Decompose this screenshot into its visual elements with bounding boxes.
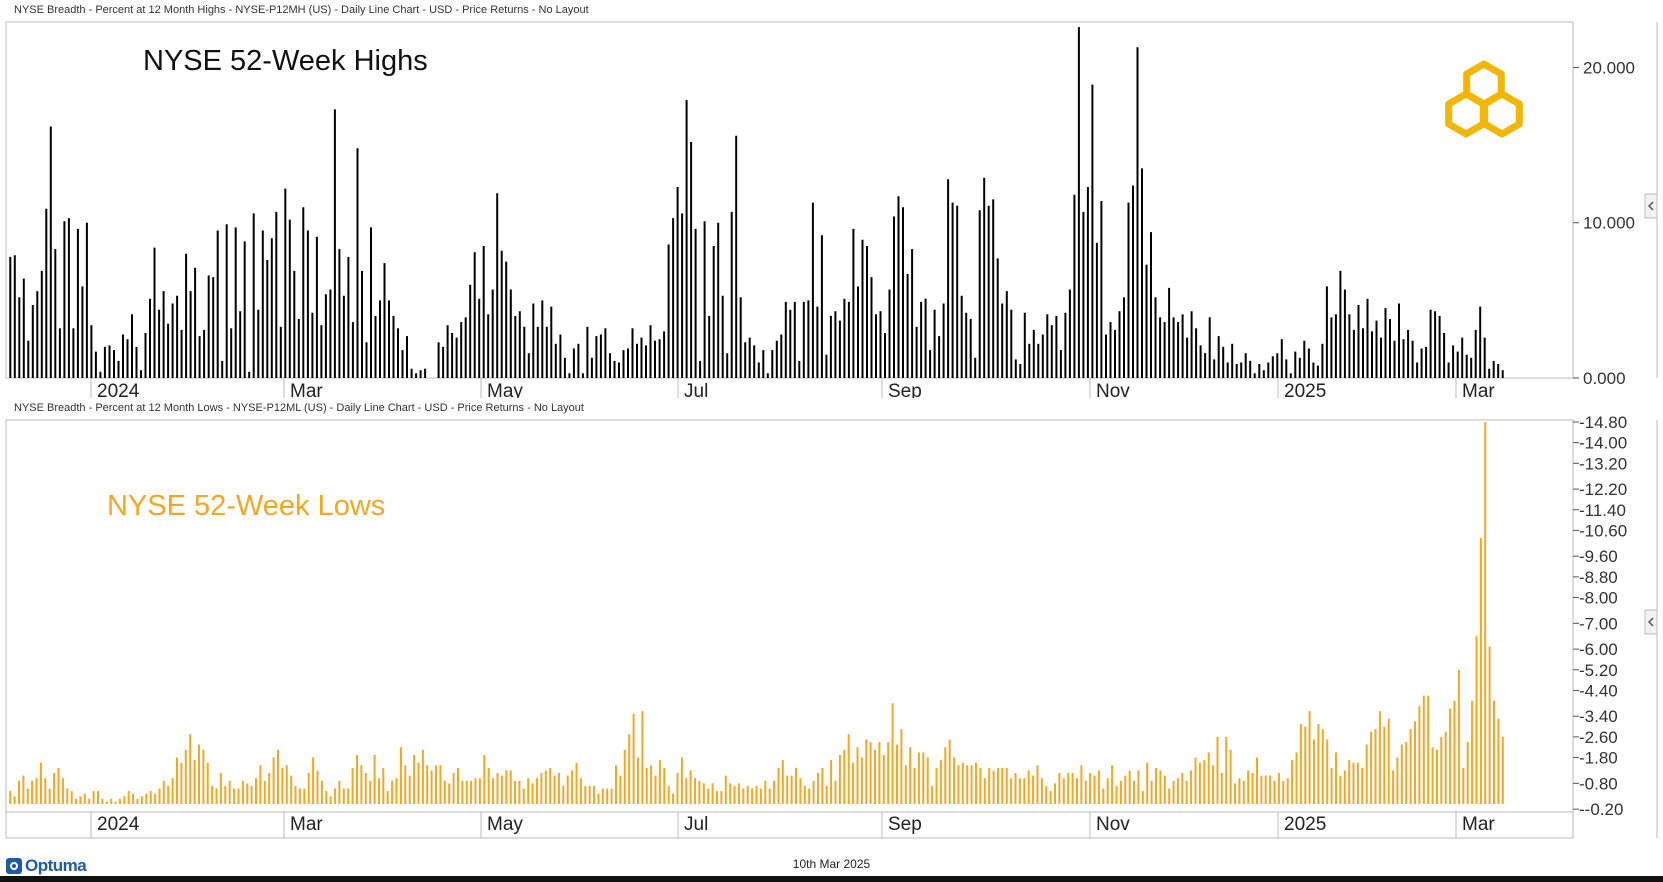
y-tick-label: 10.000	[1583, 214, 1635, 233]
x-tick-label: Jul	[684, 814, 708, 835]
y-tick-label: -4.40	[1579, 681, 1618, 700]
chart-title: NYSE 52-Week Lows	[107, 490, 385, 522]
y-tick-label: -12.20	[1579, 480, 1627, 499]
y-tick-label: -13.20	[1579, 454, 1627, 473]
y-tick-label: -14.00	[1579, 434, 1627, 453]
x-axis: 2024 Mar May Jul Sep Nov 2025 Mar	[90, 378, 1495, 402]
collapse-tab-icon[interactable]	[1644, 609, 1658, 635]
x-tick-label: Mar	[290, 814, 323, 835]
y-tick-label: -3.40	[1579, 707, 1618, 726]
x-tick-label: Sep	[888, 381, 922, 402]
y-tick-label: -10.60	[1579, 521, 1627, 540]
y-tick-label: -7.00	[1579, 614, 1618, 633]
x-tick-label: May	[487, 381, 523, 402]
y-tick-label: -9.60	[1579, 547, 1618, 566]
y-tick-label: -5.20	[1579, 661, 1618, 680]
lows-panel: -14.80 -14.00-13.20 -12.20 -11.40-10.60 -9.6…	[5, 413, 1658, 839]
y-tick-label: -8.00	[1579, 589, 1618, 608]
y-tick-label: -0.80	[1579, 774, 1618, 793]
x-tick-label: 2025	[1284, 381, 1326, 402]
x-tick-label: Nov	[1096, 814, 1130, 835]
y-tick-label: -1.80	[1579, 749, 1618, 768]
footer-date: 10th Mar 2025	[792, 857, 871, 871]
chart-title: NYSE 52-Week Highs	[143, 45, 428, 77]
x-tick-label: 2025	[1284, 814, 1326, 835]
x-tick-label: May	[487, 814, 523, 835]
y-tick-label: --0.20	[1579, 800, 1623, 819]
plot-frame	[5, 419, 1574, 839]
x-tick-label: Nov	[1096, 381, 1130, 402]
y-tick-label: 0.000	[1583, 369, 1626, 388]
bottom-chart-header: NYSE Breadth - Percent at 12 Month Lows …	[14, 402, 584, 414]
y-tick-label: -14.80	[1579, 413, 1627, 432]
optuma-logo: Optuma	[6, 855, 87, 877]
x-tick-label: 2024	[97, 381, 140, 402]
panel-gap	[0, 398, 1663, 402]
y-tick-label: -2.60	[1579, 728, 1618, 747]
y-axis: -14.80 -14.00-13.20 -12.20 -11.40-10.60 -9.6…	[1573, 413, 1627, 819]
y-tick-label: -8.80	[1579, 568, 1618, 587]
y-tick-label: -6.00	[1579, 640, 1618, 659]
x-tick-label: Mar	[1462, 381, 1495, 402]
x-axis: 2024 Mar May Jul Sep Nov 2025 Mar	[6, 811, 1573, 838]
hexagon-logo-icon	[1445, 60, 1523, 138]
x-tick-label: Mar	[290, 381, 323, 402]
x-tick-label: Sep	[888, 814, 922, 835]
highs-panel: 20.000 10.000 0.000 2024 Mar May Jul Sep Nov 2025…	[5, 21, 1658, 402]
x-tick-label: 2024	[97, 814, 140, 835]
y-axis: 20.000 10.000 0.000	[1573, 58, 1635, 388]
collapse-tab-icon[interactable]	[1644, 193, 1658, 219]
top-chart-header: NYSE Breadth - Percent at 12 Month Highs…	[14, 4, 589, 16]
x-tick-label: Mar	[1462, 814, 1495, 835]
y-tick-label: -11.40	[1579, 501, 1626, 520]
optuma-logo-text: Optuma	[25, 856, 87, 875]
x-tick-label: Jul	[684, 381, 708, 402]
bottom-border	[0, 876, 1663, 882]
y-tick-label: 20.000	[1583, 58, 1635, 77]
optuma-logo-icon	[6, 858, 22, 874]
